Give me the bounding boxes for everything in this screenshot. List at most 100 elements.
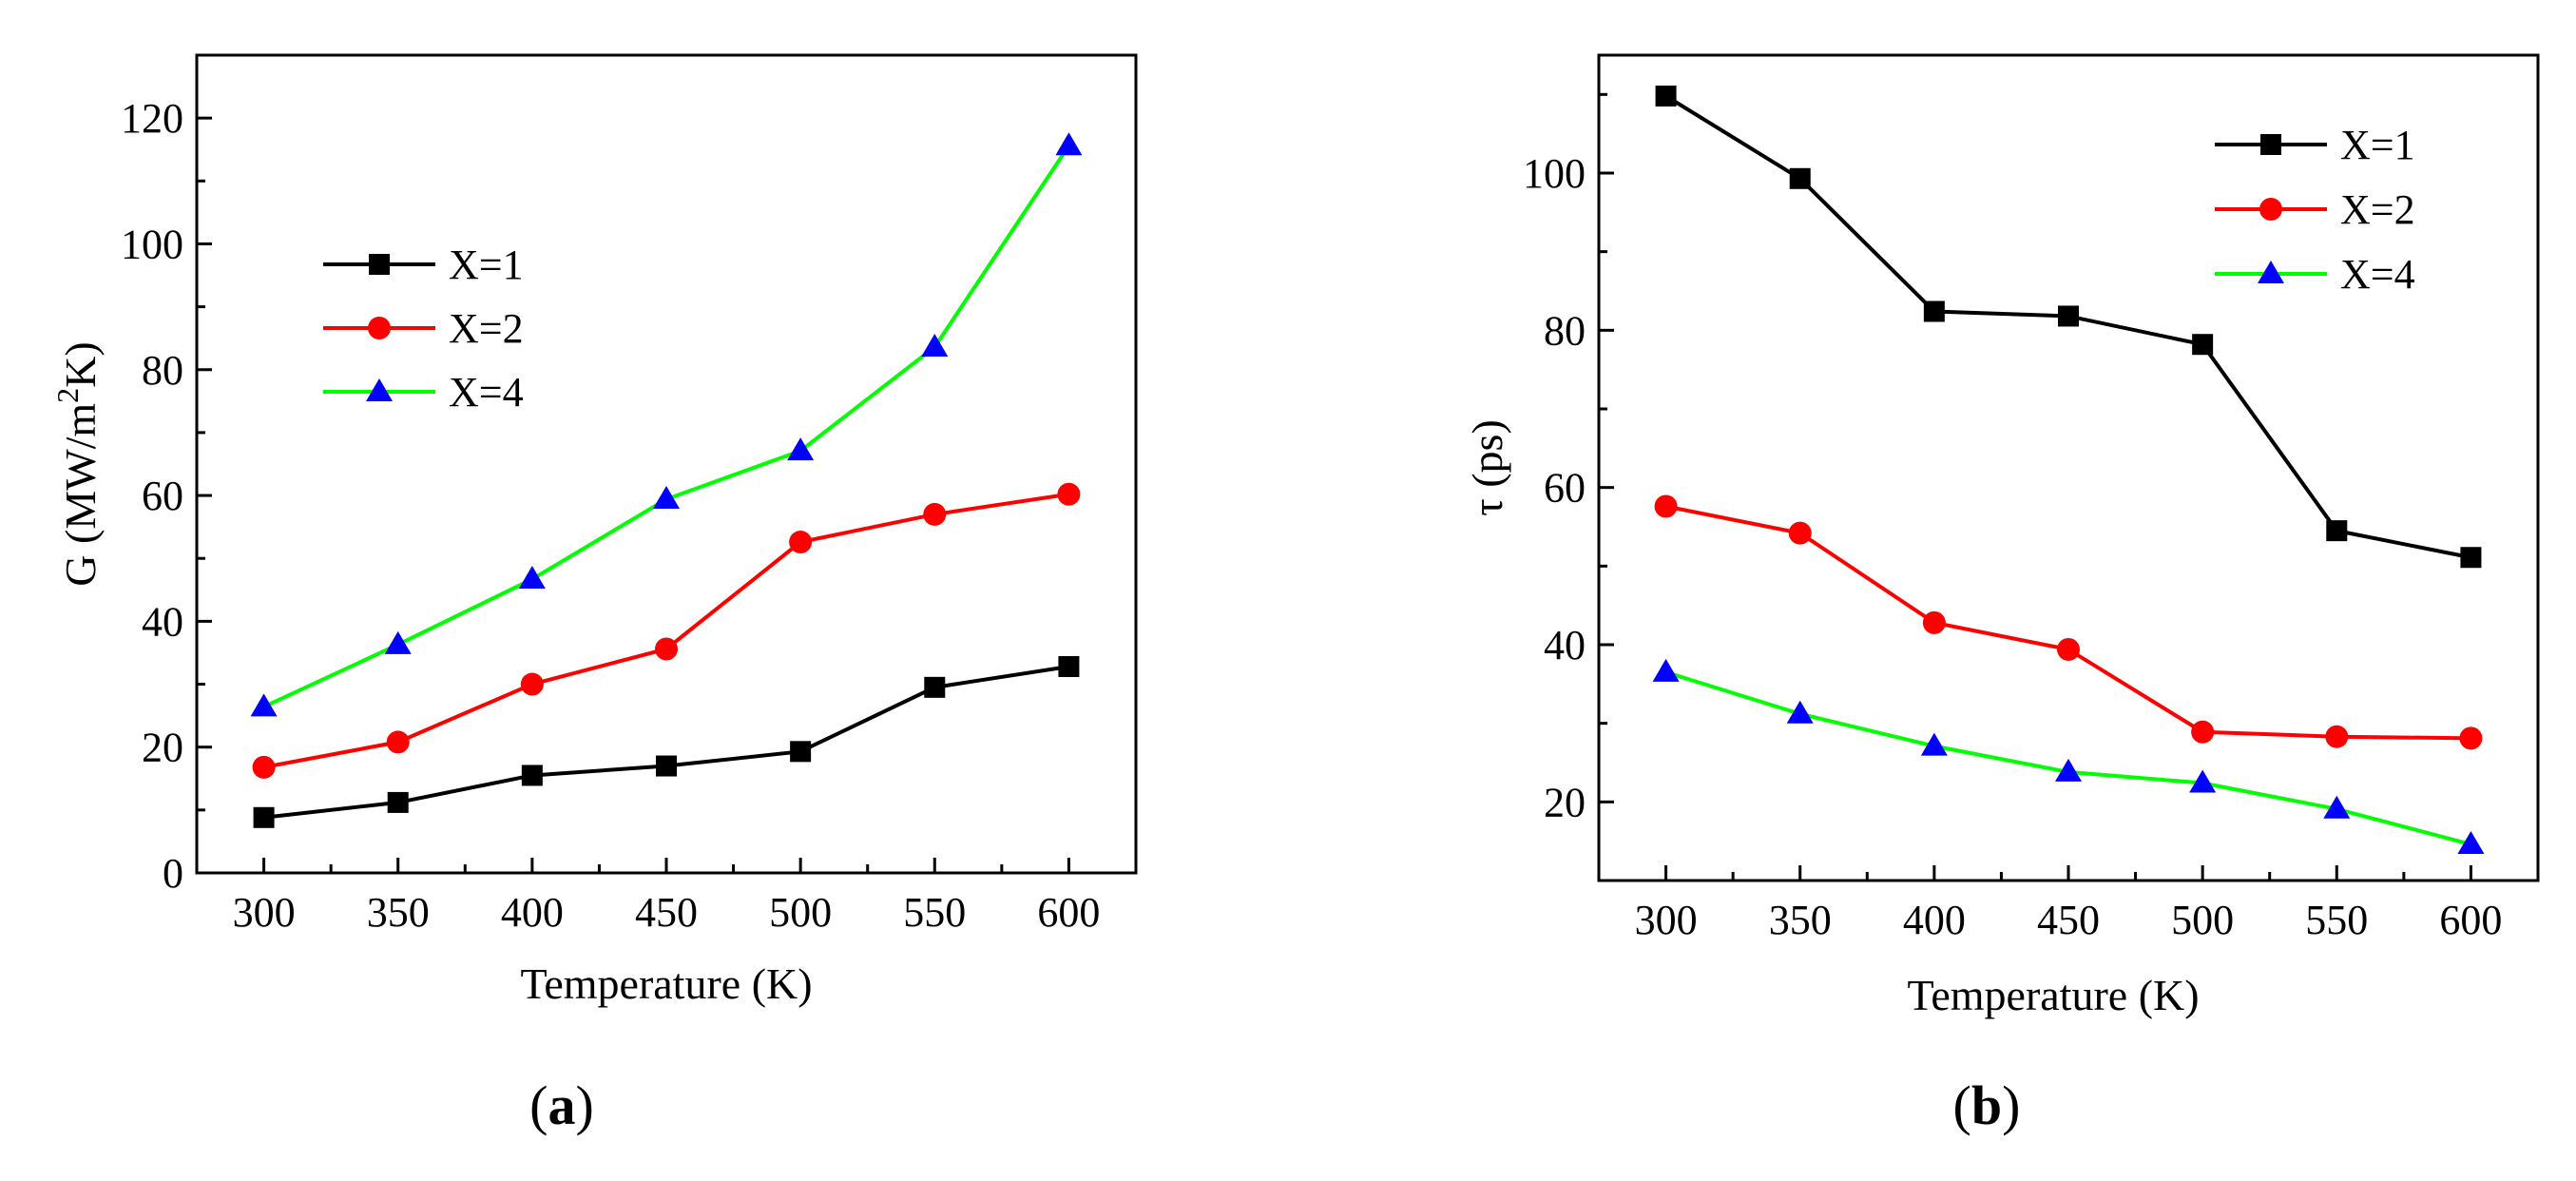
series-line-a-2 [263, 492, 1069, 769]
data-point-b-3-450 [2055, 758, 2082, 782]
x-tick-label-a-450: 450 [635, 889, 698, 936]
data-point-b-1-550 [2326, 520, 2348, 542]
data-point-b-2-350 [1788, 521, 1812, 545]
x-tick-label-b-350: 350 [1769, 897, 1832, 943]
y-tick-label-b-100: 100 [1523, 150, 1586, 197]
data-point-b-3-300 [1652, 658, 1680, 682]
data-point-a-1-400 [521, 765, 543, 786]
data-point-b-3-550 [2323, 795, 2351, 819]
chart-panel-a: 300 350 400 450 500 550 600 0 20 40 60 80 100 120 Te… [50, 53, 1138, 1136]
series-line-a-1 [263, 665, 1069, 820]
data-point-a-1-350 [387, 791, 409, 813]
legend-label-a-1: X=1 [449, 242, 524, 288]
series-line-a-3 [262, 145, 1071, 709]
legend-label-b-1: X=1 [2340, 122, 2415, 168]
data-point-a-2-300 [252, 755, 276, 779]
series-line-b-3 [1664, 670, 2471, 846]
data-point-b-2-450 [2057, 637, 2080, 661]
x-tick-label-b-300: 300 [1635, 897, 1698, 943]
y-axis-ticks-a: 0 20 40 60 80 100 120 [121, 53, 212, 897]
data-point-a-2-550 [923, 502, 947, 526]
legend-item-b-3: X=4 [2215, 251, 2415, 298]
legend-label-a-2: X=2 [449, 305, 524, 352]
data-point-b-1-500 [2192, 334, 2214, 356]
data-point-a-3-600 [1055, 132, 1083, 156]
data-point-b-3-500 [2189, 769, 2217, 793]
series-group-a [250, 132, 1083, 828]
x-axis-ticks-b: 300 350 400 450 500 550 600 [1635, 865, 2502, 943]
y-tick-label-b-80: 80 [1544, 307, 1586, 354]
data-point-b-3-600 [2457, 830, 2485, 854]
x-tick-label-a-500: 500 [769, 889, 832, 936]
data-point-b-1-600 [2460, 547, 2482, 569]
data-point-a-1-550 [924, 676, 946, 698]
legend-label-b-3: X=4 [2340, 251, 2415, 298]
y-tick-label-a-100: 100 [121, 221, 183, 267]
data-point-a-3-500 [787, 437, 815, 461]
y-tick-label-b-60: 60 [1544, 465, 1586, 512]
y-tick-label-a-80: 80 [142, 347, 183, 394]
x-tick-label-a-400: 400 [501, 889, 564, 936]
data-point-a-2-500 [789, 531, 813, 554]
x-tick-label-b-600: 600 [2439, 897, 2502, 943]
x-axis-ticks-a: 300 350 400 450 500 550 600 [233, 858, 1100, 936]
x-tick-label-b-450: 450 [2037, 897, 2100, 943]
plot-frame-a [195, 53, 1138, 875]
data-point-b-1-300 [1655, 85, 1677, 106]
data-point-b-2-400 [1922, 610, 1946, 634]
y-tick-label-a-40: 40 [142, 598, 183, 645]
series-group-b [1652, 85, 2485, 854]
data-point-a-1-500 [790, 741, 812, 763]
data-point-a-3-450 [653, 486, 680, 510]
x-tick-label-b-400: 400 [1903, 897, 1966, 943]
data-point-a-1-600 [1058, 656, 1080, 678]
x-tick-label-a-600: 600 [1037, 889, 1100, 936]
plot-frame-b [1597, 53, 2540, 882]
y-tick-label-a-60: 60 [142, 473, 183, 519]
data-point-b-2-500 [2191, 720, 2215, 744]
data-point-a-3-400 [518, 566, 546, 590]
y-axis-label-b: τ (ps) [1463, 419, 1511, 516]
data-point-a-2-350 [386, 730, 410, 754]
series-line-b-2 [1665, 504, 2471, 741]
y-tick-label-a-0: 0 [163, 850, 183, 897]
x-tick-label-a-300: 300 [233, 889, 296, 936]
data-point-a-1-300 [253, 806, 275, 828]
legend-b: X=1 X=2 X=4 [2215, 122, 2415, 298]
data-point-b-1-400 [1923, 300, 1945, 322]
data-point-a-2-600 [1057, 482, 1081, 506]
legend-item-b-2: X=2 [2215, 186, 2415, 233]
y-tick-label-b-40: 40 [1544, 622, 1586, 668]
x-tick-label-b-550: 550 [2305, 897, 2368, 943]
legend-item-a-2: X=2 [323, 305, 524, 352]
legend-a: X=1 X=2 X=4 [323, 242, 524, 416]
legend-item-a-1: X=1 [323, 242, 524, 288]
caption-b: (b) [1953, 1075, 2021, 1136]
data-point-a-2-400 [520, 672, 544, 696]
data-point-a-2-450 [655, 637, 678, 661]
y-tick-label-a-20: 20 [142, 725, 183, 771]
data-point-a-1-450 [656, 755, 677, 777]
legend-label-a-3: X=4 [449, 369, 524, 416]
x-axis-label-b: Temperature (K) [1907, 971, 2199, 1019]
legend-label-b-2: X=2 [2340, 186, 2415, 233]
caption-a: (a) [529, 1075, 594, 1136]
x-axis-label-a: Temperature (K) [520, 959, 812, 1008]
x-tick-label-b-500: 500 [2171, 897, 2234, 943]
data-point-b-2-300 [1654, 494, 1678, 518]
data-point-a-3-350 [384, 630, 412, 654]
x-tick-label-a-550: 550 [903, 889, 966, 936]
data-point-a-3-300 [250, 693, 278, 717]
data-point-b-1-450 [2058, 305, 2079, 327]
legend-item-b-1: X=1 [2215, 122, 2415, 168]
y-tick-label-b-20: 20 [1544, 779, 1586, 825]
y-axis-label-a: G (MW/m2K) [50, 341, 105, 586]
chart-panel-b: 300 350 400 450 500 550 600 20 40 60 80 100 Temper… [1463, 53, 2540, 1136]
data-point-b-2-600 [2459, 726, 2483, 750]
data-point-b-3-350 [1786, 700, 1814, 724]
data-point-b-3-400 [1920, 732, 1948, 756]
legend-item-a-3: X=4 [323, 369, 524, 416]
data-point-b-2-550 [2325, 725, 2349, 748]
y-tick-label-a-120: 120 [121, 95, 183, 142]
